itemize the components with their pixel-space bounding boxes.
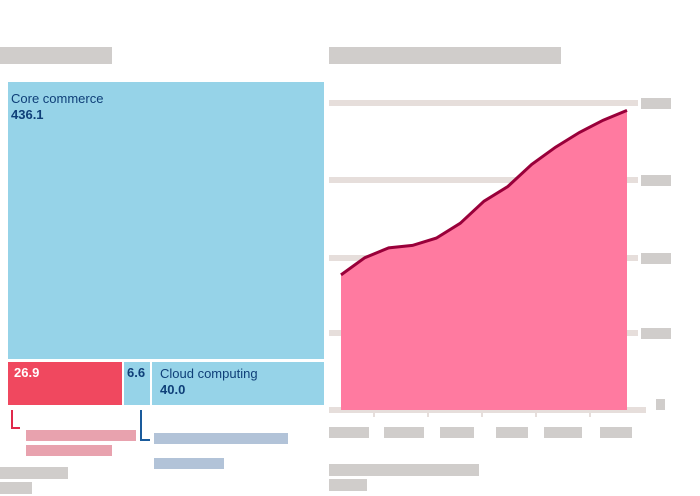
digital-callout-line xyxy=(11,410,20,429)
x-tick-label-redacted xyxy=(329,427,369,438)
area-footnote-redacted xyxy=(329,464,479,476)
innovation-value: 6.6 xyxy=(127,365,146,380)
treemap-footnote-redacted xyxy=(0,467,68,479)
digital-media-label: 26.9 xyxy=(14,365,39,381)
area-line xyxy=(340,109,628,277)
digital-callout-redacted-1 xyxy=(26,430,136,441)
y-tick-label-redacted xyxy=(641,175,671,186)
treemap-segment-cloud xyxy=(150,360,326,407)
treemap-title-redacted xyxy=(0,47,112,64)
innovation-callout-redacted-2 xyxy=(154,458,224,469)
cloud-computing-value: 40.0 xyxy=(160,382,186,397)
x-tick-label-redacted xyxy=(600,427,632,438)
core-commerce-name: Core commerce xyxy=(11,91,104,106)
innovation-callout-line xyxy=(140,410,150,441)
y-tick-label-redacted xyxy=(641,328,671,339)
digital-callout-redacted-2 xyxy=(26,445,112,456)
digital-media-value: 26.9 xyxy=(14,365,40,380)
innovation-label: 6.6 xyxy=(127,365,145,381)
cloud-computing-name: Cloud computing xyxy=(160,366,258,381)
cloud-computing-label: Cloud computing 40.0 xyxy=(160,366,258,398)
core-commerce-label: Core commerce 436.1 xyxy=(11,91,103,123)
area-chart-title-redacted xyxy=(329,47,561,64)
x-tick-label-redacted xyxy=(544,427,582,438)
area-footnote-redacted-2 xyxy=(329,479,367,491)
y-tick-label-redacted xyxy=(656,399,665,410)
x-tick-label-redacted xyxy=(384,427,424,438)
y-tick-label-redacted xyxy=(641,98,671,109)
x-tick-label-redacted xyxy=(440,427,474,438)
x-tick-label-redacted xyxy=(496,427,528,438)
treemap-footnote-redacted-2 xyxy=(0,482,32,494)
treemap-segment-innovation xyxy=(122,360,152,407)
core-commerce-value: 436.1 xyxy=(11,107,44,122)
treemap-segment-digital xyxy=(6,360,124,407)
treemap-segment-core xyxy=(6,80,326,361)
innovation-callout-redacted-1 xyxy=(154,433,288,444)
area-fill xyxy=(341,110,627,411)
y-tick-label-redacted xyxy=(641,253,671,264)
